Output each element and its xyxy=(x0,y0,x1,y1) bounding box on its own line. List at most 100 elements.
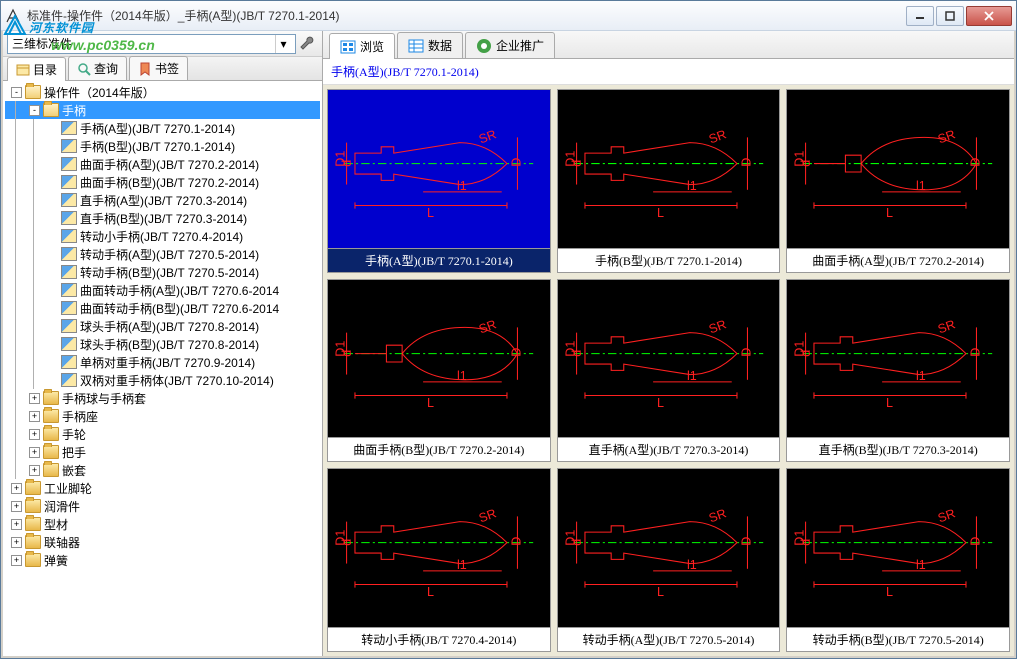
tree-node[interactable]: + 手柄球与手柄套 xyxy=(5,389,320,407)
tree-node[interactable]: +工业脚轮 xyxy=(5,479,320,497)
part-icon xyxy=(61,193,77,207)
thumbnail-image: L l1 D1 d D SR xyxy=(328,90,550,248)
thumbnail-image: L l1 D1 d D SR xyxy=(787,90,1009,248)
thumbnail-cell[interactable]: L l1 D1 d D SR 曲面手柄(B型)(JB/T 7270.2-2014… xyxy=(327,279,551,463)
close-button[interactable] xyxy=(966,6,1012,26)
tree-expander xyxy=(47,375,58,386)
tree-node[interactable]: +润滑件 xyxy=(5,497,320,515)
svg-text:SR: SR xyxy=(477,127,498,146)
tree-node[interactable]: 曲面手柄(A型)(JB/T 7270.2-2014) xyxy=(5,155,320,173)
tree-expander[interactable]: + xyxy=(11,483,22,494)
category-combo[interactable]: 三维标准件 ▾ xyxy=(7,34,296,54)
right-tab-0[interactable]: 浏览 xyxy=(329,33,395,59)
svg-text:L: L xyxy=(886,396,893,410)
tree-node[interactable]: +型材 xyxy=(5,515,320,533)
tree-label: 曲面转动手柄(B型)(JB/T 7270.6-2014 xyxy=(80,300,279,317)
tree-expander[interactable]: + xyxy=(29,447,40,458)
right-tab-2[interactable]: 企业推广 xyxy=(465,32,555,58)
left-tab-1[interactable]: 查询 xyxy=(68,56,127,80)
thumbnail-caption: 直手柄(B型)(JB/T 7270.3-2014) xyxy=(787,437,1009,461)
tree-label: 手柄球与手柄套 xyxy=(62,390,146,407)
part-icon xyxy=(61,229,77,243)
tree-label: 手轮 xyxy=(62,426,86,443)
left-toolbar: 三维标准件 ▾ xyxy=(3,31,322,57)
tree-node[interactable]: 球头手柄(B型)(JB/T 7270.8-2014) xyxy=(5,335,320,353)
thumbnail-cell[interactable]: L l1 D1 d D SR 转动手柄(B型)(JB/T 7270.5-2014… xyxy=(786,468,1010,652)
part-icon xyxy=(61,121,77,135)
tree-node[interactable]: 转动手柄(B型)(JB/T 7270.5-2014) xyxy=(5,263,320,281)
browse-icon xyxy=(340,39,356,55)
tree-node[interactable]: + 弹簧 xyxy=(5,551,320,569)
thumbnail-caption: 直手柄(A型)(JB/T 7270.3-2014) xyxy=(558,437,780,461)
thumbnail-image: L l1 D1 d D SR xyxy=(787,469,1009,627)
tree-node[interactable]: 手柄(B型)(JB/T 7270.1-2014) xyxy=(5,137,320,155)
tree-node[interactable]: -手柄 xyxy=(5,101,320,119)
folder-icon xyxy=(43,103,59,117)
thumbnail-cell[interactable]: L l1 D1 d D SR 转动手柄(A型)(JB/T 7270.5-2014… xyxy=(557,468,781,652)
tree-expander[interactable]: + xyxy=(11,501,22,512)
main-window: 河东软件园 www.pc0359.cn 标准件-操作件（2014年版）_手柄(A… xyxy=(0,0,1017,659)
tree-expander[interactable]: - xyxy=(29,105,40,116)
thumbnail-cell[interactable]: L l1 D1 d D SR 转动小手柄(JB/T 7270.4-2014) xyxy=(327,468,551,652)
tree-node[interactable]: - 操作件（2014年版） xyxy=(5,83,320,101)
tree-expander[interactable]: + xyxy=(29,411,40,422)
thumbnail-cell[interactable]: L l1 D1 d D SR 曲面手柄(A型)(JB/T 7270.2-2014… xyxy=(786,89,1010,273)
thumbnail-image: L l1 D1 d D SR xyxy=(328,280,550,438)
tree-expander[interactable]: + xyxy=(29,465,40,476)
thumbnail-cell[interactable]: L l1 D1 d D SR 直手柄(A型)(JB/T 7270.3-2014) xyxy=(557,279,781,463)
tree-node[interactable]: 曲面手柄(B型)(JB/T 7270.2-2014) xyxy=(5,173,320,191)
tree-node[interactable]: 单柄对重手柄(JB/T 7270.9-2014) xyxy=(5,353,320,371)
svg-text:SR: SR xyxy=(707,507,728,526)
tree-node[interactable]: +把手 xyxy=(5,443,320,461)
tree-node[interactable]: + 手轮 xyxy=(5,425,320,443)
thumbnail-grid: L l1 D1 d D SR 手柄(A型)(JB/T 7270.1-2014) … xyxy=(323,85,1014,656)
part-icon xyxy=(61,247,77,261)
thumbnail-cell[interactable]: L l1 D1 d D SR 直手柄(B型)(JB/T 7270.3-2014) xyxy=(786,279,1010,463)
tree-expander[interactable]: + xyxy=(29,393,40,404)
left-tab-0[interactable]: 目录 xyxy=(7,57,66,81)
thumbnail-image: L l1 D1 d D SR xyxy=(558,280,780,438)
part-icon xyxy=(61,139,77,153)
tree-expander[interactable]: + xyxy=(11,537,22,548)
tree-node[interactable]: 转动小手柄(JB/T 7270.4-2014) xyxy=(5,227,320,245)
left-tab-2[interactable]: 书签 xyxy=(129,56,188,80)
tree-node[interactable]: +手柄座 xyxy=(5,407,320,425)
svg-text:SR: SR xyxy=(477,507,498,526)
tree-label: 操作件（2014年版） xyxy=(44,84,155,101)
folder-icon xyxy=(25,535,41,549)
tree-node[interactable]: 曲面转动手柄(B型)(JB/T 7270.6-2014 xyxy=(5,299,320,317)
toolbar-wrench-icon[interactable] xyxy=(298,34,318,54)
tree-expander xyxy=(47,357,58,368)
tree-node[interactable]: 手柄(A型)(JB/T 7270.1-2014) xyxy=(5,119,320,137)
tree-node[interactable]: 直手柄(B型)(JB/T 7270.3-2014) xyxy=(5,209,320,227)
tree-view[interactable]: -操作件（2014年版）-手柄手柄(A型)(JB/T 7270.1-2014)手… xyxy=(3,81,322,656)
svg-text:SR: SR xyxy=(707,127,728,146)
data-icon xyxy=(408,38,424,54)
svg-text:SR: SR xyxy=(936,507,957,526)
tree-node[interactable]: +嵌套 xyxy=(5,461,320,479)
tree-expander xyxy=(47,231,58,242)
tree-label: 弹簧 xyxy=(44,552,68,569)
svg-text:L: L xyxy=(427,585,434,599)
tree-expander[interactable]: + xyxy=(11,555,22,566)
minimize-button[interactable] xyxy=(906,6,934,26)
tree-expander[interactable]: - xyxy=(11,87,22,98)
tree-expander[interactable]: + xyxy=(29,429,40,440)
thumbnail-image: L l1 D1 d D SR xyxy=(558,469,780,627)
tree-node[interactable]: +联轴器 xyxy=(5,533,320,551)
right-tab-1[interactable]: 数据 xyxy=(397,32,463,58)
tree-node[interactable]: 曲面转动手柄(A型)(JB/T 7270.6-2014 xyxy=(5,281,320,299)
thumbnail-cell[interactable]: L l1 D1 d D SR 手柄(A型)(JB/T 7270.1-2014) xyxy=(327,89,551,273)
tree-node[interactable]: 直手柄(A型)(JB/T 7270.3-2014) xyxy=(5,191,320,209)
thumbnail-caption: 转动小手柄(JB/T 7270.4-2014) xyxy=(328,627,550,651)
tree-node[interactable]: 转动手柄(A型)(JB/T 7270.5-2014) xyxy=(5,245,320,263)
tree-expander[interactable]: + xyxy=(11,519,22,530)
tree-expander xyxy=(47,195,58,206)
maximize-button[interactable] xyxy=(936,6,964,26)
tree-node[interactable]: 球头手柄(A型)(JB/T 7270.8-2014) xyxy=(5,317,320,335)
thumbnail-cell[interactable]: L l1 D1 d D SR 手柄(B型)(JB/T 7270.1-2014) xyxy=(557,89,781,273)
tree-expander xyxy=(47,339,58,350)
svg-text:L: L xyxy=(427,206,434,220)
tree-node[interactable]: 双柄对重手柄体(JB/T 7270.10-2014) xyxy=(5,371,320,389)
tree-expander xyxy=(47,177,58,188)
